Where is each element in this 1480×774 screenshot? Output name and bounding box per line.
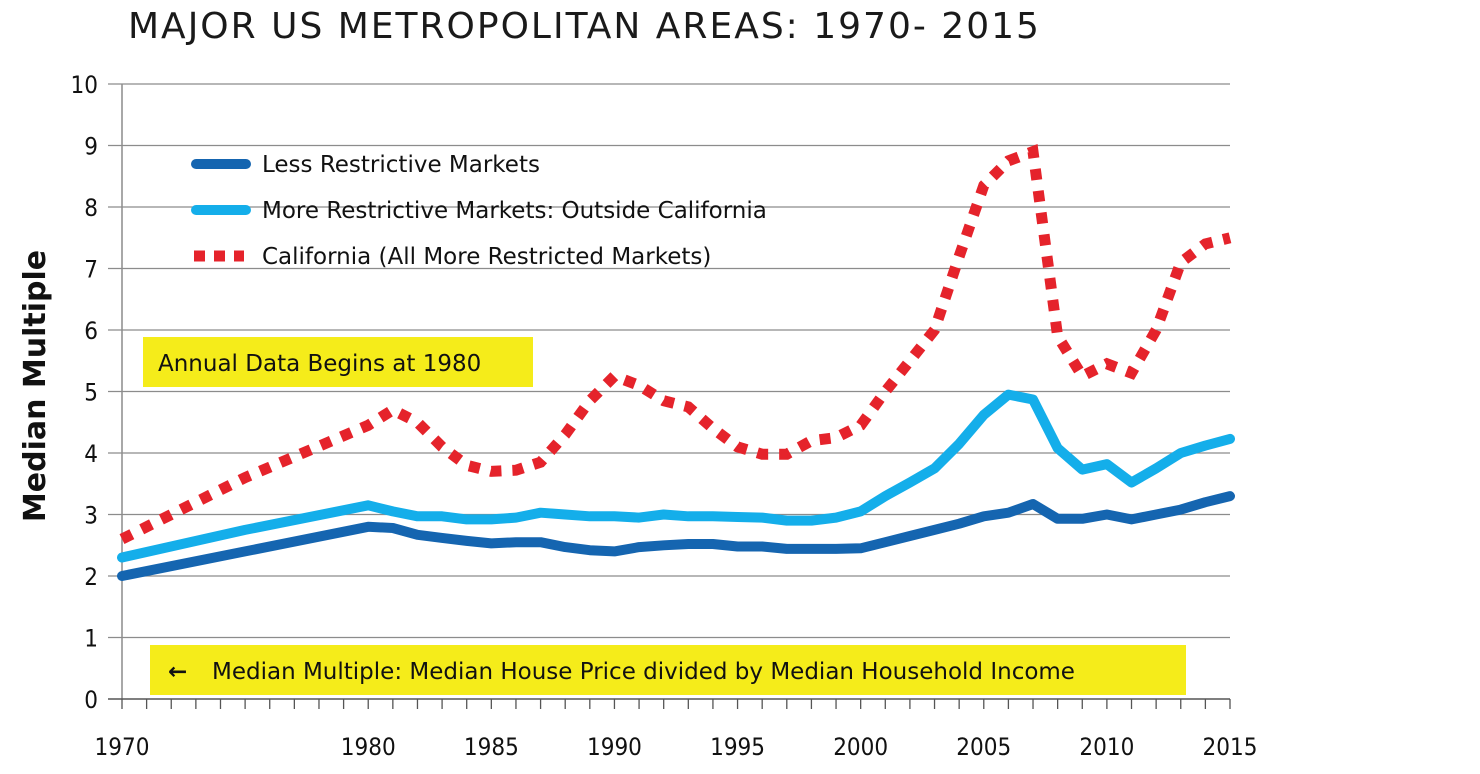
axes	[108, 84, 1231, 709]
x-tick-label: 1995	[710, 733, 765, 761]
y-tick-label: 3	[84, 502, 98, 530]
y-tick-label: 10	[71, 71, 98, 99]
x-tick-label: 2015	[1203, 733, 1258, 761]
annual-data-note: Annual Data Begins at 1980	[143, 337, 533, 387]
y-tick-label: 2	[84, 563, 98, 591]
grid	[108, 83, 1230, 639]
x-tick-label: 2005	[956, 733, 1011, 761]
chart-title: MAJOR US METROPOLITAN AREAS: 1970- 2015	[128, 6, 1041, 47]
x-tick-label: 2000	[833, 733, 888, 761]
series-line-california-all-more-restricted-markets	[119, 144, 1232, 545]
annual-data-note-text: Annual Data Begins at 1980	[158, 351, 481, 377]
y-tick-label: 1	[84, 625, 98, 653]
x-tick-label: 1985	[464, 733, 519, 761]
legend-label: More Restrictive Markets: Outside Califo…	[262, 198, 767, 224]
series-lines	[117, 144, 1235, 581]
legend-label: California (All More Restricted Markets)	[262, 244, 711, 270]
x-tick-label: 1990	[587, 733, 642, 761]
series-line-more-restrictive-markets-outside-california	[117, 389, 1235, 563]
x-tick-label: 1980	[341, 733, 396, 761]
y-tick-label: 5	[84, 379, 98, 407]
y-tick-label: 8	[84, 194, 98, 222]
y-tick-label: 6	[84, 317, 98, 345]
median-multiple-note-text: Median Multiple: Median House Price divi…	[212, 659, 1075, 685]
median-multiple-note: ← Median Multiple: Median House Price di…	[150, 645, 1186, 695]
x-tick-labels: 1970 1980 1985 1990 1995 2000 2005 2010 2015	[95, 733, 1258, 761]
y-tick-label: 4	[84, 440, 98, 468]
x-tick-label: 1970	[95, 733, 150, 761]
legend-label: Less Restrictive Markets	[262, 152, 540, 178]
legend: Less Restrictive Markets More Restrictive…	[191, 152, 767, 270]
left-arrow-icon: ←	[168, 659, 187, 685]
y-tick-labels: 0 1 2 3 4 5 6 7 8 9 10	[71, 71, 98, 714]
annual-data-note-box	[143, 337, 533, 387]
y-tick-label: 9	[84, 133, 98, 161]
x-tick-label: 2010	[1079, 733, 1134, 761]
y-tick-label: 0	[84, 686, 98, 714]
series-line-less-restrictive-markets	[117, 491, 1235, 581]
median-multiple-note-box	[150, 645, 1186, 695]
y-tick-label: 7	[84, 256, 98, 284]
y-axis-label: Median Multiple	[18, 250, 53, 522]
